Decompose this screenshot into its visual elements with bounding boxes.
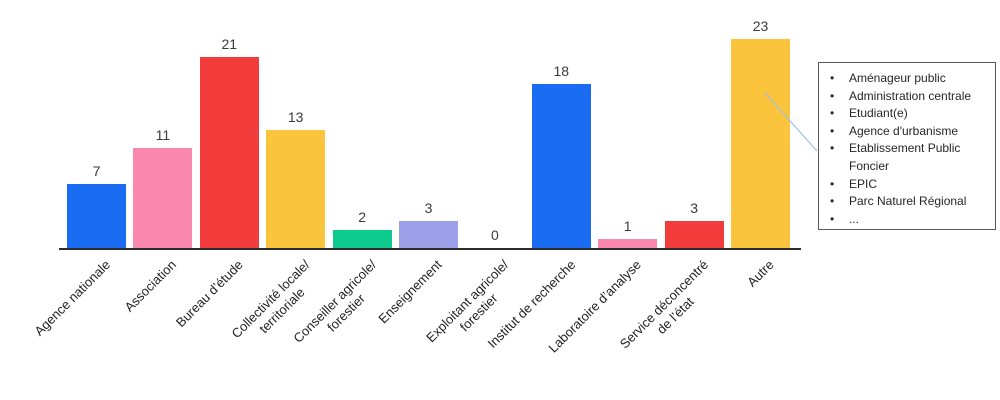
bar [664,221,724,248]
annotation-item: • Parc Naturel Régional [827,193,991,211]
annotation-item-text: ... [849,211,860,226]
annotation-item: • Etudiant(e) [827,105,991,123]
bar [399,221,458,248]
annotation-item-text: Etudiant(e) [849,106,908,121]
bar-value-label: 3 [424,200,433,216]
bar-value-label: 2 [358,209,366,225]
bullet-icon: • [830,141,835,156]
annotation-item-text: EPIC [849,176,878,191]
bullet-icon: • [830,71,835,85]
x-axis-label: Enseignement [375,257,446,327]
annotation-item-text: Etablissement Public Foncier [849,141,961,173]
bar [332,230,392,248]
bar-value-label: 7 [92,163,101,179]
x-axis-line [59,248,801,250]
bar-value-label: 1 [623,218,632,234]
bar [531,84,591,248]
x-axis-label: Agence nationale [31,257,114,339]
bar [266,130,326,248]
x-axis-label: Autre [744,257,778,290]
bar-value-label: 18 [553,63,570,79]
bar-value-label: 11 [155,127,171,143]
bar [598,239,658,248]
bar [133,148,193,248]
bullet-icon: • [830,88,835,103]
annotation-item: • Agence d'urbanisme [827,123,991,141]
autre-callout-box: • Aménageur public • Administration central… [818,62,996,230]
x-axis-label: Bureau d’étude [172,257,246,330]
bullet-icon: • [830,211,835,226]
bullet-icon: • [830,123,835,138]
bullet-icon: • [830,176,835,191]
annotation-item-text: Aménageur public [849,71,946,85]
bar [67,184,126,248]
annotation-item: • Aménageur public [827,70,991,88]
bar-value-label: 21 [221,36,238,52]
annotation-item-text: Administration centrale [849,88,972,103]
bar-value-label: 0 [490,227,499,243]
annotation-item-text: Agence d'urbanisme [849,123,959,138]
annotation-item: •... [827,211,991,229]
bar [731,39,790,248]
bar-value-label: 3 [690,200,698,216]
annotation-item: • Etablissement Public Foncier [827,140,991,175]
bullet-icon: • [830,194,835,209]
bar-value-label: 13 [287,109,304,125]
bar-value-label: 23 [752,18,769,34]
x-axis-label: Association [121,257,180,315]
annotation-item-text: Parc Naturel Régional [849,194,967,209]
annotation-item: • EPIC [827,176,991,194]
annotation-item: • Administration centrale [827,88,991,106]
bullet-icon: • [830,106,835,121]
bar [199,57,259,248]
